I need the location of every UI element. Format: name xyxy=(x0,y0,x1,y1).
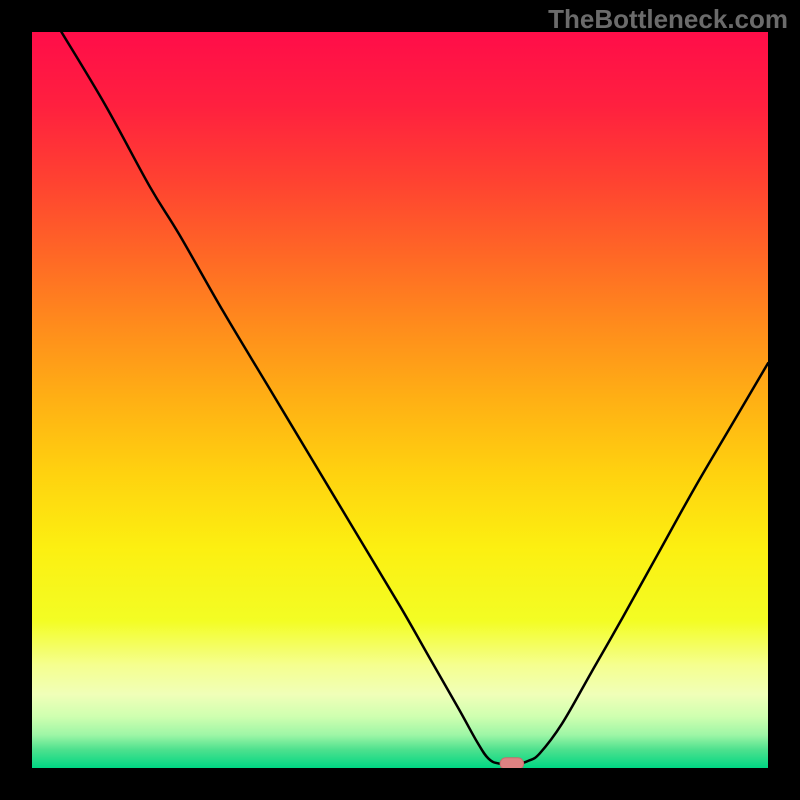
gradient-background xyxy=(32,32,768,768)
watermark-text: TheBottleneck.com xyxy=(548,4,788,35)
optimal-point-marker xyxy=(500,758,524,768)
bottleneck-chart xyxy=(32,32,768,768)
